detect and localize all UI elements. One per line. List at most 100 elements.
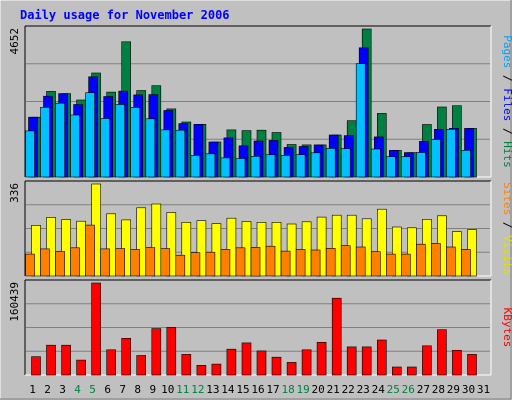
y-axis-label: Sites / Visits <box>501 182 512 275</box>
x-tick-label-22: 22 <box>342 383 355 396</box>
bar-pages-day-27 <box>416 152 426 178</box>
bar-kbytes-day-6 <box>106 349 116 376</box>
bar-sites-day-10 <box>160 248 171 277</box>
bar-pages-day-9 <box>145 118 156 178</box>
bar-sites-day-3 <box>55 251 65 277</box>
bar-pages-day-6 <box>100 118 110 178</box>
x-tick-label-5: 5 <box>89 383 96 396</box>
bar-pages-day-11 <box>175 129 186 178</box>
bar-sites-day-11 <box>175 254 186 277</box>
bar-sites-day-7 <box>115 248 125 277</box>
bar-kbytes-day-26 <box>406 366 417 376</box>
bar-visits-day-12 <box>196 220 207 277</box>
bar-pages-day-2 <box>40 107 50 178</box>
bar-visits-day-7 <box>121 219 131 277</box>
bar-kbytes-day-30 <box>467 354 477 376</box>
bar-pages-day-19 <box>295 154 306 178</box>
bar-pages-day-24 <box>370 148 381 178</box>
bar-visits-day-10 <box>166 212 177 277</box>
y-axis-label-part: Sites <box>501 182 512 215</box>
y-axis-label-part: Pages <box>501 35 512 68</box>
x-tick-label-7: 7 <box>119 383 126 396</box>
bar-pages-day-17 <box>265 154 276 178</box>
x-tick-label-12: 12 <box>191 383 204 396</box>
bar-pages-day-8 <box>130 107 140 178</box>
x-tick-label-1: 1 <box>29 383 36 396</box>
bar-pages-day-7 <box>115 104 125 178</box>
bar-sites-day-17 <box>265 245 276 277</box>
bar-sites-day-13 <box>205 251 216 277</box>
bar-kbytes-day-16 <box>256 350 267 376</box>
bar-sites-day-21 <box>325 248 336 277</box>
bar-sites-day-29 <box>446 246 456 277</box>
bar-kbytes-day-18 <box>286 362 297 376</box>
bar-sites-day-19 <box>295 249 306 277</box>
bar-sites-day-6 <box>100 248 110 277</box>
bar-sites-day-23 <box>355 246 366 277</box>
x-tick-label-13: 13 <box>206 383 219 396</box>
bar-pages-day-22 <box>340 148 351 178</box>
bar-visits-day-24 <box>376 208 387 277</box>
bar-sites-day-26 <box>400 253 411 277</box>
bar-kbytes-day-22 <box>346 346 357 376</box>
panel-2: 336 Sites / Visits <box>8 180 512 277</box>
series-pages <box>25 63 471 178</box>
bar-pages-day-30 <box>461 150 471 178</box>
bar-pages-day-13 <box>205 153 216 178</box>
bar-sites-day-14 <box>220 249 231 277</box>
bar-visits-day-19 <box>301 221 312 277</box>
bar-sites-day-20 <box>310 249 321 277</box>
bar-sites-day-25 <box>385 253 396 277</box>
bar-kbytes-day-20 <box>316 341 327 376</box>
bar-kbytes-day-7 <box>121 337 131 376</box>
bar-sites-day-16 <box>250 247 261 277</box>
bar-pages-day-14 <box>220 157 231 178</box>
bar-kbytes-day-5 <box>91 282 101 376</box>
x-tick-label-24: 24 <box>372 383 386 396</box>
x-tick-label-30: 30 <box>462 383 475 396</box>
bar-kbytes-day-29 <box>452 349 462 376</box>
panel-3: 160439 KBytes <box>8 279 512 376</box>
y-axis-label-part: / <box>501 121 512 141</box>
bar-sites-day-15 <box>235 247 246 277</box>
bar-sites-day-22 <box>340 245 351 277</box>
y-max-label: 336 <box>8 183 21 203</box>
bar-kbytes-day-23 <box>361 346 372 376</box>
bar-kbytes-day-4 <box>76 359 86 376</box>
bar-sites-day-30 <box>461 249 471 277</box>
bar-sites-day-28 <box>431 243 441 277</box>
bar-sites-day-9 <box>145 247 156 277</box>
bar-kbytes-day-15 <box>241 342 252 376</box>
bar-sites-day-12 <box>190 252 201 277</box>
bar-visits-day-9 <box>151 203 162 277</box>
bar-pages-day-18 <box>280 155 291 178</box>
bar-visits-day-6 <box>106 213 116 277</box>
bar-kbytes-day-8 <box>136 355 146 376</box>
bar-kbytes-day-12 <box>196 364 207 376</box>
bar-visits-day-25 <box>391 226 402 277</box>
bar-kbytes-day-2 <box>46 344 56 376</box>
x-tick-label-15: 15 <box>236 383 249 396</box>
bar-kbytes-day-10 <box>166 327 177 376</box>
x-tick-label-14: 14 <box>221 383 235 396</box>
x-tick-label-18: 18 <box>281 383 294 396</box>
bar-sites-day-2 <box>40 248 50 277</box>
bar-sites-day-8 <box>130 249 140 277</box>
bar-sites-day-5 <box>85 224 95 277</box>
bar-pages-day-5 <box>85 92 95 178</box>
bar-pages-day-25 <box>385 156 396 178</box>
y-axis-label: Pages / Files / Hits <box>501 35 512 168</box>
bar-pages-day-15 <box>235 158 246 178</box>
bar-sites-day-18 <box>280 250 291 277</box>
bar-pages-day-28 <box>431 139 441 178</box>
x-tick-label-28: 28 <box>432 383 445 396</box>
x-tick-label-23: 23 <box>357 383 370 396</box>
bar-sites-day-24 <box>370 251 381 277</box>
bar-visits-day-14 <box>226 217 237 277</box>
bar-kbytes-day-19 <box>301 349 312 376</box>
series-kbytes <box>31 282 477 376</box>
x-tick-label-4: 4 <box>74 383 81 396</box>
chart-title: Daily usage for November 2006 <box>20 8 230 22</box>
y-axis-label-part: KBytes <box>501 308 512 348</box>
